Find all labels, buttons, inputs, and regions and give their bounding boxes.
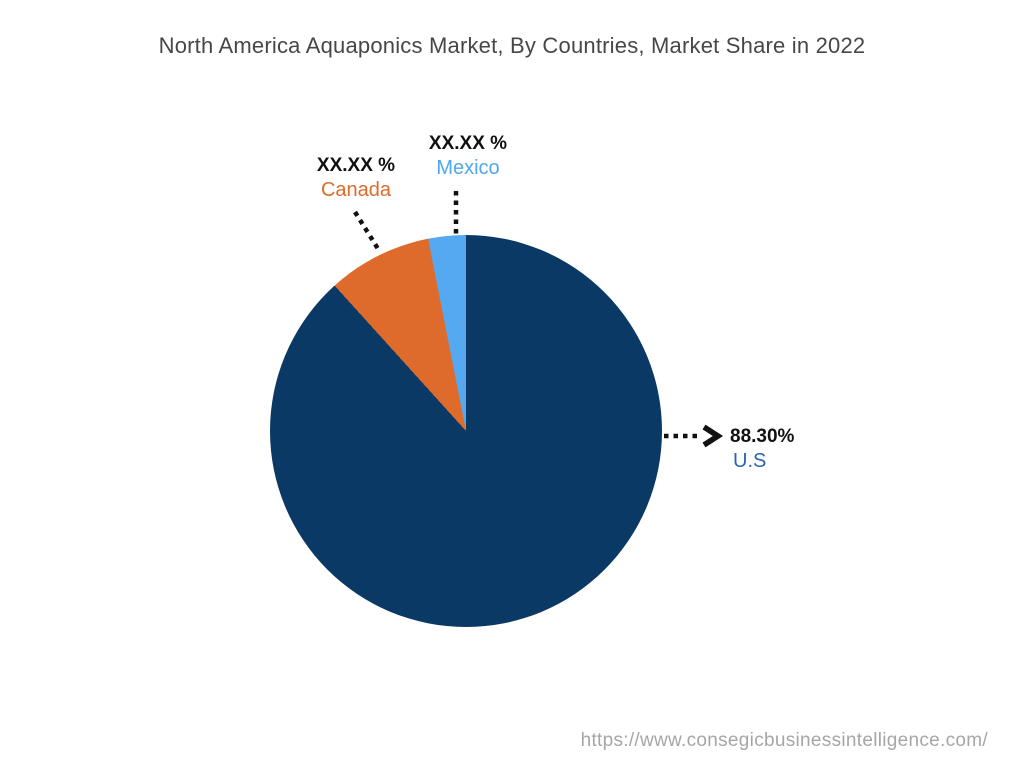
- canada-value-label: XX.XX %: [316, 155, 396, 176]
- us-slice-label: 88.30% U.S: [730, 426, 794, 472]
- mexico-name-label: Mexico: [436, 157, 500, 179]
- canada-leader-line: [353, 210, 382, 254]
- us-value-label: 88.30%: [730, 426, 795, 447]
- us-arrowhead-icon: [702, 424, 724, 448]
- canada-name-label: Canada: [320, 179, 392, 201]
- mexico-slice-label: XX.XX % Mexico: [429, 133, 507, 179]
- source-url: https://www.consegicbusinessintelligence…: [580, 730, 988, 751]
- canada-slice-label: XX.XX % Canada: [317, 155, 395, 201]
- us-name-label: U.S: [733, 450, 767, 472]
- mexico-value-label: XX.XX %: [428, 133, 508, 154]
- pie-chart: [270, 235, 662, 627]
- chart-title: North America Aquaponics Market, By Coun…: [158, 33, 866, 58]
